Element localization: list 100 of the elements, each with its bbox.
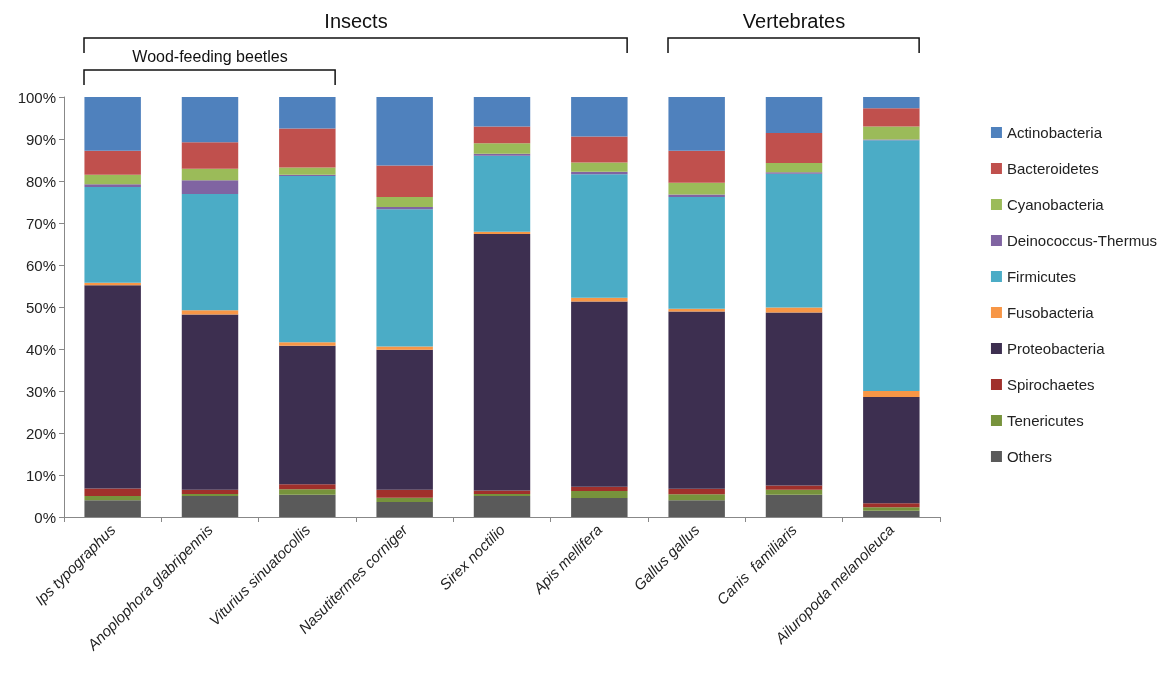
bar bbox=[473, 143, 531, 154]
bar bbox=[765, 162, 823, 173]
bar bbox=[279, 484, 336, 490]
bar bbox=[181, 142, 239, 169]
bar bbox=[181, 310, 239, 315]
bar bbox=[84, 488, 141, 496]
bar bbox=[863, 510, 920, 517]
bar bbox=[279, 345, 336, 485]
bar bbox=[181, 496, 239, 517]
legend-label: Firmicutes bbox=[1006, 268, 1077, 285]
bar bbox=[863, 503, 920, 508]
bar bbox=[84, 186, 141, 283]
bar bbox=[376, 346, 433, 350]
y-tick-label: 70% bbox=[25, 214, 56, 232]
bar bbox=[473, 233, 531, 491]
bar bbox=[668, 494, 725, 501]
bar bbox=[571, 97, 628, 137]
bar bbox=[279, 167, 336, 175]
bar bbox=[279, 342, 336, 346]
bar bbox=[571, 174, 628, 298]
bar bbox=[376, 501, 433, 517]
bar bbox=[473, 126, 531, 144]
y-tick-label: 10% bbox=[25, 466, 56, 484]
y-tick-label: 80% bbox=[25, 172, 56, 190]
bar bbox=[571, 162, 628, 172]
bar bbox=[571, 490, 628, 499]
y-tick-label: 50% bbox=[25, 298, 56, 316]
bar bbox=[863, 108, 920, 127]
bar bbox=[668, 194, 725, 197]
y-tick-label: 60% bbox=[25, 256, 56, 274]
bar bbox=[765, 307, 823, 313]
legend-label: Others bbox=[1006, 448, 1052, 465]
bar bbox=[571, 297, 628, 302]
bar bbox=[181, 97, 239, 143]
bar bbox=[84, 500, 141, 517]
bar bbox=[84, 184, 141, 187]
bar bbox=[376, 349, 433, 490]
bar bbox=[863, 396, 920, 504]
bar bbox=[181, 493, 239, 496]
legend-label: Actinobacteria bbox=[1006, 124, 1103, 141]
y-tick-label: 20% bbox=[25, 424, 56, 442]
bar bbox=[668, 196, 725, 309]
legend-label: Spirochaetes bbox=[1006, 376, 1095, 393]
bar bbox=[571, 136, 628, 163]
bar bbox=[279, 175, 336, 343]
bar bbox=[765, 133, 823, 163]
bar bbox=[279, 494, 336, 517]
bar bbox=[765, 485, 823, 490]
bar bbox=[181, 168, 239, 181]
bar bbox=[376, 489, 433, 498]
text: Insects bbox=[324, 10, 388, 33]
legend-label: Bacteroidetes bbox=[1006, 160, 1099, 177]
bar bbox=[863, 97, 920, 109]
bar bbox=[376, 97, 433, 166]
bar bbox=[863, 391, 920, 397]
bar bbox=[181, 180, 239, 195]
bar bbox=[863, 140, 920, 391]
bar bbox=[473, 155, 531, 232]
bar bbox=[279, 489, 336, 495]
legend-label: Tenericutes bbox=[1006, 412, 1084, 429]
bar bbox=[668, 182, 725, 195]
bar bbox=[84, 97, 141, 151]
bar bbox=[84, 150, 141, 175]
legend-label: Deinococcus-Thermus bbox=[1006, 232, 1158, 249]
legend-label: Cyanobacteria bbox=[1006, 196, 1105, 213]
bar bbox=[376, 196, 433, 208]
bar bbox=[668, 500, 725, 517]
bar bbox=[181, 194, 239, 311]
legend-label: Fusobacteria bbox=[1006, 304, 1095, 321]
text: Wood-feeding beetles bbox=[132, 48, 288, 66]
bar bbox=[473, 231, 531, 234]
text: Vertebrates bbox=[742, 10, 846, 33]
bar bbox=[668, 488, 725, 495]
y-tick-label: 40% bbox=[25, 340, 56, 358]
bar bbox=[765, 312, 823, 486]
bar bbox=[279, 97, 336, 129]
bar bbox=[571, 301, 628, 487]
y-tick-label: 30% bbox=[25, 382, 56, 400]
bar bbox=[765, 173, 823, 308]
bar bbox=[376, 497, 433, 502]
bar bbox=[863, 126, 920, 140]
y-tick-label: 0% bbox=[34, 508, 56, 526]
bar bbox=[668, 97, 725, 151]
bar bbox=[84, 496, 141, 501]
bar bbox=[473, 496, 531, 517]
bar bbox=[376, 209, 433, 347]
bar bbox=[181, 489, 239, 494]
bar bbox=[863, 507, 920, 511]
bar bbox=[668, 308, 725, 312]
bar bbox=[84, 174, 141, 185]
bar bbox=[668, 150, 725, 183]
bar bbox=[376, 207, 433, 210]
bar bbox=[571, 486, 628, 491]
bar bbox=[765, 494, 823, 517]
y-tick-label: 100% bbox=[17, 88, 56, 106]
bar bbox=[765, 97, 823, 134]
bar bbox=[473, 97, 531, 127]
y-tick-label: 90% bbox=[25, 130, 56, 148]
bar bbox=[279, 128, 336, 168]
bar bbox=[181, 314, 239, 490]
